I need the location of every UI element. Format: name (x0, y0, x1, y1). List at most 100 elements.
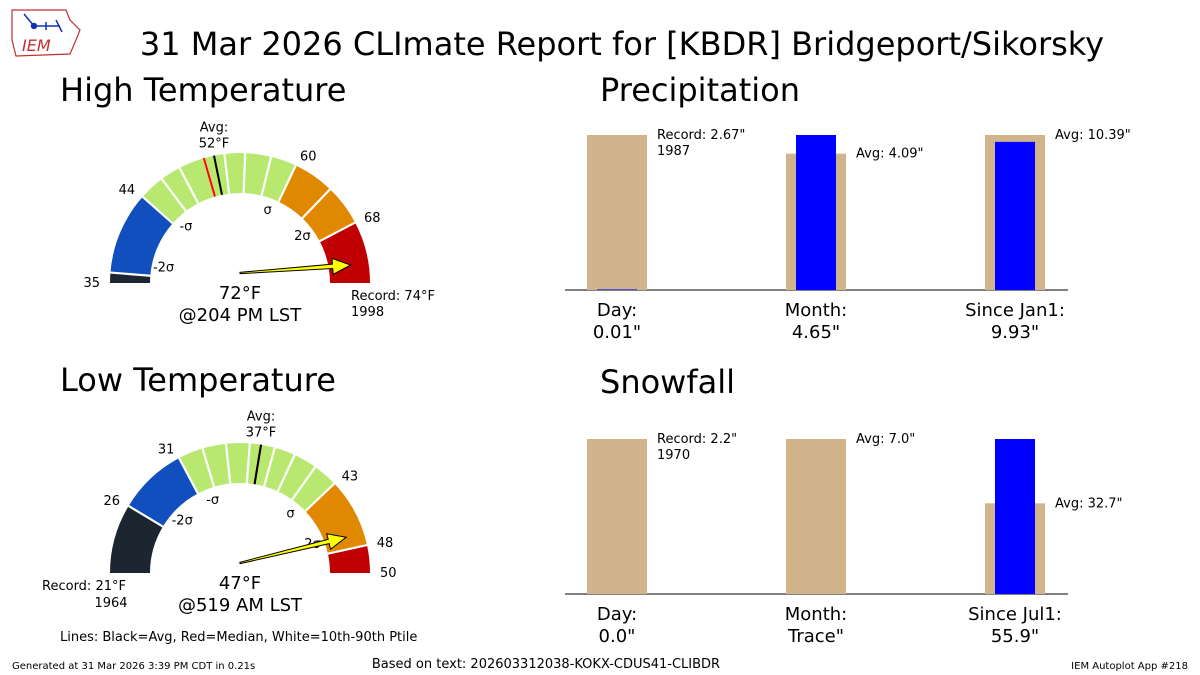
snowfall-chart: Record: 2.2"1970 Day:0.0" Avg: 7.0" Month:T… (565, 432, 1123, 647)
precip-title: Precipitation (600, 71, 800, 109)
iem-logo: IEM (11, 9, 81, 57)
sigma-label: -2σ (153, 260, 174, 275)
bar-annotation: Avg: 10.39" (1055, 128, 1131, 143)
generated-note: Generated at 31 Mar 2026 3:39 PM CDT in … (12, 661, 255, 672)
category-label: Month: (785, 300, 847, 321)
bar-annotation-year: 1987 (657, 144, 690, 159)
bar-annotation: Avg: 7.0" (856, 432, 915, 447)
sigma-label: σ (286, 507, 294, 522)
median-line (202, 157, 216, 197)
bar-annotation: Record: 2.67" (657, 128, 745, 143)
observed-arrow (239, 257, 352, 276)
observed-value: 72°F (219, 283, 261, 304)
gauge-band-3 (305, 483, 367, 554)
lines-legend: Lines: Black=Avg, Red=Median, White=10th… (60, 630, 417, 645)
avg-line (253, 444, 263, 485)
percentile-line (141, 195, 174, 225)
percentile-line (128, 505, 164, 528)
record-label: Record: 21°F (42, 579, 126, 594)
logo-text: IEM (22, 36, 51, 55)
bar-annotation: Avg: 4.09" (856, 147, 924, 162)
percentile-line (245, 443, 251, 484)
record-year: 1998 (351, 305, 384, 320)
percentile-line (161, 178, 187, 212)
tick-label: 26 (103, 494, 120, 509)
observed-bar (995, 439, 1035, 594)
category-value: Trace" (787, 626, 844, 647)
percentile-line (304, 482, 336, 512)
tick-label: 31 (158, 442, 175, 457)
avg-label-value: 52°F (199, 137, 230, 152)
based-on-note: Based on text: 202603312038-KOKX-CDUS41-… (372, 657, 720, 672)
bar-annotation: Avg: 32.7" (1055, 496, 1123, 511)
tick-label: 43 (342, 470, 359, 485)
avg-label-title: Avg: (200, 121, 228, 136)
tick-label: 60 (300, 150, 317, 165)
avg-line (213, 155, 223, 196)
background-bar (786, 439, 846, 594)
sigma-label: -σ (179, 220, 192, 235)
percentile-line (301, 188, 331, 219)
avg-label-value: 37°F (246, 426, 277, 441)
observed-time: @204 PM LST (179, 305, 303, 326)
tick-label: 48 (377, 536, 394, 551)
avg-label-title: Avg: (247, 410, 275, 425)
percentile-line (178, 167, 200, 204)
record-label: Record: 74°F (351, 289, 435, 304)
percentile-line (223, 153, 231, 194)
category-label: Day: (597, 604, 637, 625)
sigma-label: 2σ (294, 229, 311, 244)
percentile-line (178, 457, 199, 494)
gauge-band-2 (179, 442, 335, 512)
category-label: Day: (597, 300, 637, 321)
tick-label: 35 (83, 276, 100, 291)
observed-time: @519 AM LST (178, 595, 303, 616)
percentile-line (327, 543, 368, 555)
weather-station-icon (23, 13, 63, 33)
percentile-line (224, 443, 232, 484)
percentile-line (277, 165, 297, 203)
gauge-band-1 (110, 196, 173, 276)
sigma-label: -σ (206, 493, 219, 508)
background-bar (587, 135, 647, 290)
percentile-line (276, 454, 296, 492)
app-note: IEM Autoplot App #218 (1071, 661, 1188, 672)
record-year: 1964 (94, 596, 127, 611)
observed-bar (995, 141, 1035, 290)
percentile-line (242, 153, 247, 194)
observed-bar (597, 289, 637, 290)
snowfall-title: Snowfall (600, 363, 735, 401)
gauge-band-2 (142, 153, 296, 224)
observed-arrow (239, 533, 348, 565)
observed-value: 47°F (219, 573, 261, 594)
sigma-label: σ (264, 203, 272, 218)
bar-annotation-year: 1970 (657, 448, 690, 463)
precip-chart: Record: 2.67"1987 Day:0.01" Avg: 4.09" Mont… (565, 128, 1131, 343)
percentile-line (319, 221, 356, 243)
category-value: 4.65" (792, 322, 840, 343)
low-temp-title: Low Temperature (60, 361, 336, 399)
sigma-label: -2σ (172, 514, 193, 529)
percentile-line (110, 271, 151, 277)
category-value: 0.0" (599, 626, 636, 647)
iowa-outline-icon (11, 9, 81, 57)
category-value: 9.93" (991, 322, 1039, 343)
observed-bar (796, 135, 836, 290)
high-temp-gauge: 35 44 60 68 -2σ -σ σ 2σ Avg:52°F 72°F@204 PM LST R… (83, 121, 435, 326)
tick-label: 50 (380, 566, 397, 581)
gauge-band-3 (278, 165, 331, 219)
bar-annotation: Record: 2.2" (657, 432, 737, 447)
category-label: Month: (785, 604, 847, 625)
percentile-line (291, 466, 317, 501)
category-label: Since Jan1: (965, 300, 1065, 321)
category-value: 55.9" (991, 626, 1039, 647)
category-label: Since Jul1: (968, 604, 1062, 625)
percentile-line (263, 447, 276, 487)
percentile-line (201, 448, 216, 488)
tick-label: 68 (364, 211, 381, 226)
gauge-band-0 (110, 505, 163, 573)
gauge-band-4 (302, 189, 356, 242)
category-value: 0.01" (593, 322, 641, 343)
